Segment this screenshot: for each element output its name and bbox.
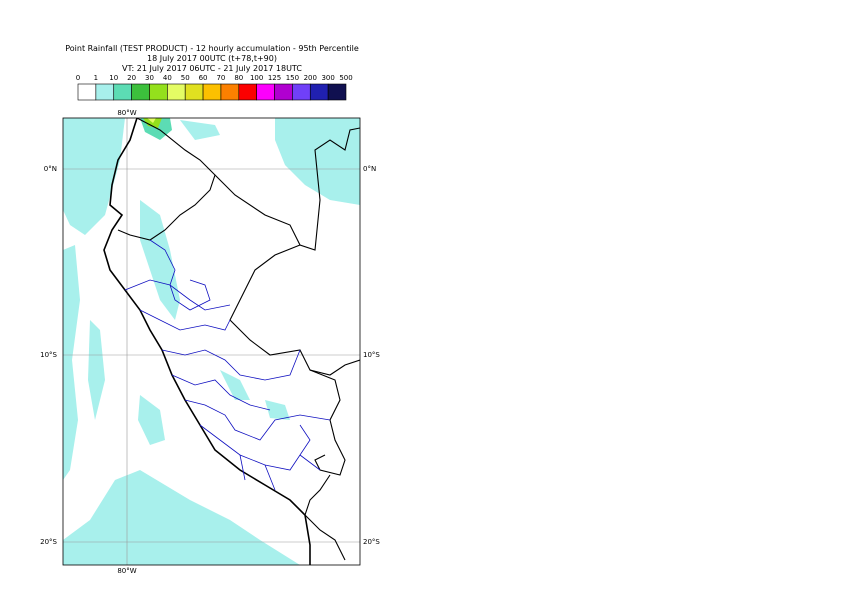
legend-label: 70 bbox=[216, 74, 225, 82]
legend-swatch bbox=[131, 83, 150, 101]
legend-label: 125 bbox=[268, 74, 281, 82]
map-frame bbox=[62, 117, 361, 566]
legend-swatch bbox=[95, 83, 115, 101]
legend-label: 0 bbox=[76, 74, 80, 82]
legend-swatch bbox=[77, 83, 97, 101]
lat-label: 0°N bbox=[363, 165, 376, 173]
legend-label: 500 bbox=[339, 74, 352, 82]
legend: 0 1 10 20 30 40 50 60 70 80 100 125 150 200 300 500 bbox=[76, 74, 353, 101]
legend-swatch bbox=[327, 83, 347, 101]
legend-label: 300 bbox=[321, 74, 334, 82]
legend-label: 10 bbox=[109, 74, 118, 82]
legend-swatch bbox=[238, 83, 257, 101]
subtitle: 18 July 2017 00UTC (t+78,t+90) bbox=[147, 54, 277, 63]
borders bbox=[103, 118, 360, 565]
legend-label: 40 bbox=[163, 74, 172, 82]
legend-swatch bbox=[292, 83, 311, 101]
map bbox=[63, 118, 360, 565]
legend-swatch bbox=[167, 83, 186, 101]
legend-label: 100 bbox=[250, 74, 263, 82]
legend-label: 200 bbox=[304, 74, 317, 82]
legend-swatch bbox=[309, 83, 329, 101]
legend-swatch bbox=[113, 83, 132, 101]
legend-label: 30 bbox=[145, 74, 154, 82]
valid-time: VT: 21 July 2017 06UTC - 21 July 2017 18… bbox=[122, 64, 302, 73]
lat-label: 0°N bbox=[44, 165, 57, 173]
rain-area bbox=[147, 118, 156, 123]
legend-label: 150 bbox=[286, 74, 299, 82]
title: Point Rainfall (TEST PRODUCT) - 12 hourl… bbox=[65, 44, 359, 53]
lat-label: 10°S bbox=[40, 351, 57, 359]
legend-label: 80 bbox=[234, 74, 243, 82]
legend-label: 60 bbox=[199, 74, 208, 82]
legend-swatch bbox=[274, 83, 293, 101]
lon-label: 80°W bbox=[117, 109, 136, 117]
lat-label: 20°S bbox=[40, 538, 57, 546]
legend-label: 50 bbox=[181, 74, 190, 82]
legend-swatch bbox=[220, 83, 240, 101]
rain-areas bbox=[63, 118, 360, 565]
graticule bbox=[63, 118, 360, 565]
rain-area bbox=[143, 118, 162, 128]
lon-label: 80°W bbox=[117, 567, 136, 575]
legend-label: 20 bbox=[127, 74, 136, 82]
legend-label: 1 bbox=[94, 74, 98, 82]
regions bbox=[124, 239, 331, 491]
lat-label: 20°S bbox=[363, 538, 380, 546]
legend-swatch bbox=[184, 83, 204, 101]
lat-label: 10°S bbox=[363, 351, 380, 359]
legend-swatch bbox=[202, 83, 222, 101]
legend-swatch bbox=[149, 83, 168, 101]
legend-swatch bbox=[256, 83, 275, 101]
